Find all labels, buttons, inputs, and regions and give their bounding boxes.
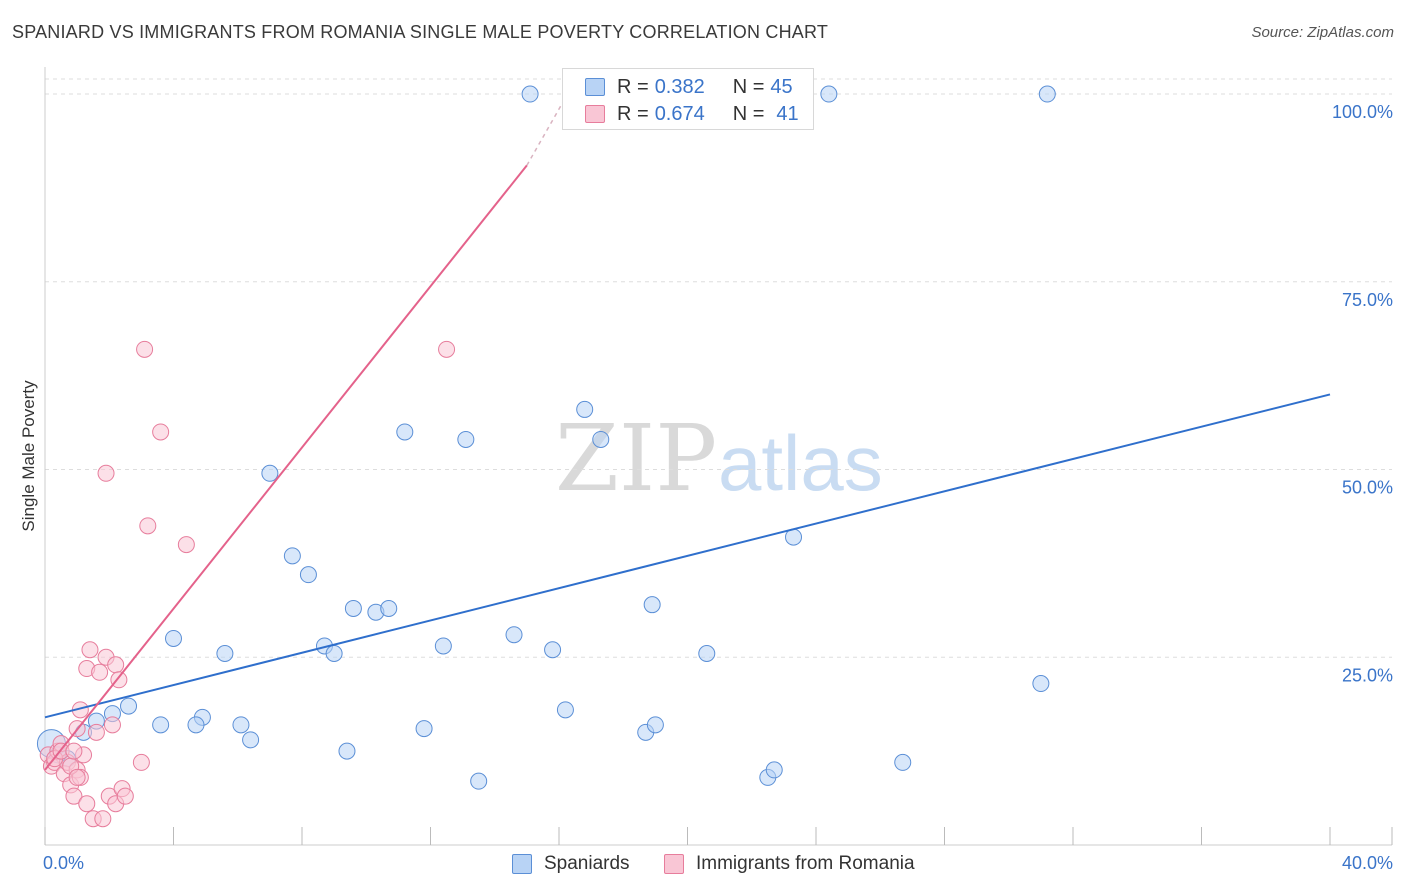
spaniard-point [592,430,610,448]
y-tick-label: 50.0% [1342,478,1393,498]
romania-legend-swatch [664,854,684,874]
spaniard-point [415,720,433,738]
spaniard-point [576,400,594,418]
spaniard-point [820,85,838,103]
bottom-legend-spaniards[interactable]: Spaniards [512,852,630,876]
n-value: 45 [770,75,793,98]
spaniard-point [1032,675,1050,693]
spaniard-point [556,701,574,719]
spaniards-legend-label: Spaniards [544,853,630,874]
romania-point [91,663,109,681]
spaniard-point [457,430,475,448]
n-value: 41 [776,102,799,125]
romania-point [65,742,83,760]
romania-point [103,716,121,734]
spaniard-point [505,626,523,644]
x-tick-label: 40.0% [1342,853,1393,873]
y-tick-label: 100.0% [1332,102,1393,122]
romania-point [116,787,134,805]
spaniard-point [380,599,398,617]
spaniard-point [152,716,170,734]
romania-point [94,810,112,828]
spaniard-point [165,629,182,647]
spaniard-point [283,547,301,565]
y-tick-label: 25.0% [1342,665,1393,685]
y-tick-label: 75.0% [1342,290,1393,310]
romania-point [136,340,154,358]
romania-point [107,656,125,674]
spaniard-point [470,772,488,790]
spaniard-point [325,645,343,662]
spaniard-point [643,596,661,614]
n-label: N = [732,75,765,98]
spaniard-point [646,716,664,734]
spaniard-point [261,464,279,482]
spaniard-point [434,637,452,655]
spaniards-trend-line [44,393,1331,719]
romania-point [87,723,105,741]
watermark-atlas: atlas [718,419,883,507]
spaniard-point [521,85,539,103]
spaniards-legend-swatch [512,854,532,874]
romania-point [65,787,83,805]
romania-point [78,795,96,813]
romania-legend-label: Immigrants from Romania [696,853,915,874]
r-label: R = [617,102,649,125]
romania-swatch [585,105,605,123]
spaniard-point [396,423,414,441]
spaniards-swatch [585,78,605,96]
romania-trend-extension [526,97,567,166]
r-value: 0.674 [654,102,705,125]
romania-point [152,423,170,441]
romania-point [177,536,195,554]
romania-point [132,753,150,771]
legend-row-spaniards: R = 0.382 N = 45 [585,74,793,100]
spaniard-point [299,566,317,584]
y-axis-label: Single Male Poverty [19,380,38,532]
source-label: Source: ZipAtlas.com [1251,24,1394,41]
spaniard-point [338,742,356,760]
spaniard-point [765,761,783,779]
n-label: N = [732,102,765,125]
romania-point [68,768,86,786]
spaniard-point [344,599,362,617]
spaniard-point [232,716,250,734]
romania-point [438,340,456,358]
r-label: R = [617,75,649,98]
romania-trend-line [44,164,528,771]
bottom-legend-romania[interactable]: Immigrants from Romania [664,852,915,876]
chart-title: SPANIARD VS IMMIGRANTS FROM ROMANIA SING… [12,22,829,42]
spaniard-point [120,697,138,715]
spaniard-point [216,645,234,662]
spaniard-point [894,753,912,771]
spaniard-point [242,731,260,749]
x-tick-label: 0.0% [43,853,84,873]
legend-row-romania: R = 0.674 N = 41 [585,101,799,127]
stats-legend: R = 0.382 N = 45 R = 0.674 N = 41 [562,68,814,130]
spaniard-point [698,645,716,662]
watermark-zip: ZIP [555,405,717,512]
romania-point [97,464,115,482]
romania-point [81,641,99,659]
r-value: 0.382 [654,75,705,98]
spaniard-point [544,641,562,659]
romania-point [139,517,157,535]
spaniard-point [187,716,205,734]
spaniard-point [1038,85,1056,103]
